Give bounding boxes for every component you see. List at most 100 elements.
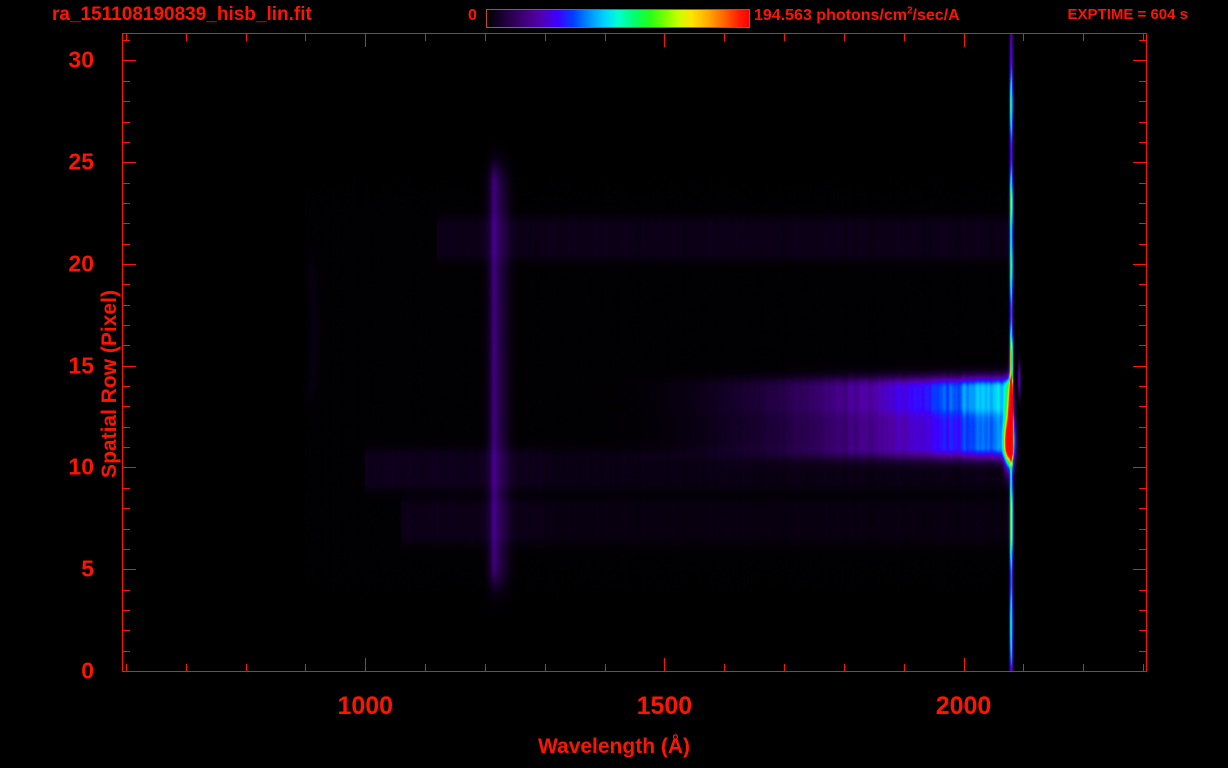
y-tick-8 — [123, 508, 130, 509]
y-tick-right-13 — [1139, 406, 1146, 407]
y-tick-right-29 — [1139, 81, 1146, 82]
x-tick-top-2300 — [1143, 34, 1144, 41]
x-tick-top-700 — [186, 34, 187, 41]
y-tick-right-15 — [1133, 366, 1146, 367]
y-tick-right-9 — [1139, 488, 1146, 489]
x-tick-1000 — [365, 658, 366, 671]
colorbar-max-value: 194.563 — [754, 7, 812, 24]
x-tick-2100 — [1023, 664, 1024, 671]
colorbar-units-exponent: 2 — [906, 5, 913, 17]
x-axis-title: Wavelength (Å) — [537, 735, 691, 758]
x-tick-top-900 — [305, 34, 306, 41]
y-tick-right-28 — [1139, 101, 1146, 102]
y-tick-right-16 — [1139, 345, 1146, 346]
y-tick-10 — [123, 467, 136, 468]
x-tick-top-1500 — [664, 34, 665, 47]
x-tick-1800 — [844, 664, 845, 671]
y-tick-right-14 — [1139, 386, 1146, 387]
colorbar-max-label: 194.563 photons/cm2/sec/A — [754, 5, 960, 24]
y-axis-label-25: 25 — [68, 148, 94, 175]
x-tick-1600 — [724, 664, 725, 671]
y-tick-16 — [123, 345, 130, 346]
y-tick-right-5 — [1133, 569, 1146, 570]
colorbar-units-post: /sec/A — [912, 7, 960, 24]
page-title: ra_151108190839_hisb_lin.fit — [52, 4, 312, 25]
x-tick-top-1200 — [485, 34, 486, 41]
x-tick-top-1000 — [365, 34, 366, 47]
y-tick-right-23 — [1139, 203, 1146, 204]
y-tick-right-19 — [1139, 284, 1146, 285]
x-tick-top-2100 — [1023, 34, 1024, 41]
y-tick-13 — [123, 406, 130, 407]
colorbar-min-label: 0 — [468, 7, 477, 24]
y-tick-24 — [123, 183, 130, 184]
spectrogram-image — [123, 34, 1146, 671]
x-tick-1300 — [545, 664, 546, 671]
y-axis-label-20: 20 — [68, 250, 94, 277]
x-tick-700 — [186, 664, 187, 671]
x-tick-2000 — [964, 658, 965, 671]
y-tick-right-22 — [1139, 223, 1146, 224]
y-tick-right-24 — [1139, 183, 1146, 184]
x-axis-label-1500: 1500 — [636, 692, 693, 720]
x-tick-top-1300 — [545, 34, 546, 41]
y-tick-11 — [123, 447, 130, 448]
x-tick-900 — [305, 664, 306, 671]
x-axis-label-2000: 2000 — [935, 692, 992, 720]
y-tick-26 — [123, 142, 130, 143]
y-tick-15 — [123, 366, 136, 367]
y-tick-right-30 — [1133, 60, 1146, 61]
y-tick-7 — [123, 529, 130, 530]
x-tick-top-1600 — [724, 34, 725, 41]
y-tick-28 — [123, 101, 130, 102]
y-tick-right-7 — [1139, 529, 1146, 530]
y-axis-label-30: 30 — [68, 46, 94, 73]
y-tick-6 — [123, 549, 130, 550]
y-tick-30 — [123, 60, 136, 61]
y-axis-title: Spatial Row (Pixel) — [97, 290, 121, 478]
y-tick-1 — [123, 651, 130, 652]
y-tick-14 — [123, 386, 130, 387]
x-tick-1900 — [904, 664, 905, 671]
colorbar-units-pre: photons/cm — [811, 7, 907, 24]
y-tick-19 — [123, 284, 130, 285]
y-tick-right-11 — [1139, 447, 1146, 448]
y-tick-right-17 — [1139, 325, 1146, 326]
y-axis-label-15: 15 — [68, 352, 94, 379]
y-tick-right-0 — [1133, 671, 1146, 672]
y-tick-27 — [123, 122, 130, 123]
x-tick-600 — [126, 664, 127, 671]
y-tick-20 — [123, 264, 136, 265]
y-tick-17 — [123, 325, 130, 326]
y-tick-right-2 — [1139, 630, 1146, 631]
x-tick-800 — [246, 664, 247, 671]
y-axis-label-10: 10 — [68, 453, 94, 480]
plot-area — [122, 33, 1147, 672]
y-tick-right-27 — [1139, 122, 1146, 123]
y-tick-3 — [123, 610, 130, 611]
y-tick-right-26 — [1139, 142, 1146, 143]
x-tick-top-1900 — [904, 34, 905, 41]
y-axis-label-0: 0 — [81, 657, 94, 684]
y-tick-18 — [123, 305, 130, 306]
y-tick-right-21 — [1139, 244, 1146, 245]
x-tick-top-1100 — [425, 34, 426, 41]
x-tick-1700 — [784, 664, 785, 671]
x-tick-top-600 — [126, 34, 127, 41]
y-tick-5 — [123, 569, 136, 570]
y-tick-right-8 — [1139, 508, 1146, 509]
colorbar-gradient — [486, 9, 750, 28]
exposure-time-label: EXPTIME = 604 s — [1067, 6, 1188, 23]
y-tick-25 — [123, 162, 136, 163]
x-tick-2200 — [1083, 664, 1084, 671]
x-tick-1500 — [664, 658, 665, 671]
x-tick-top-2200 — [1083, 34, 1084, 41]
y-tick-12 — [123, 427, 130, 428]
x-tick-1100 — [425, 664, 426, 671]
y-tick-29 — [123, 81, 130, 82]
x-tick-top-1400 — [605, 34, 606, 41]
y-tick-22 — [123, 223, 130, 224]
x-tick-top-2000 — [964, 34, 965, 47]
y-tick-right-25 — [1133, 162, 1146, 163]
